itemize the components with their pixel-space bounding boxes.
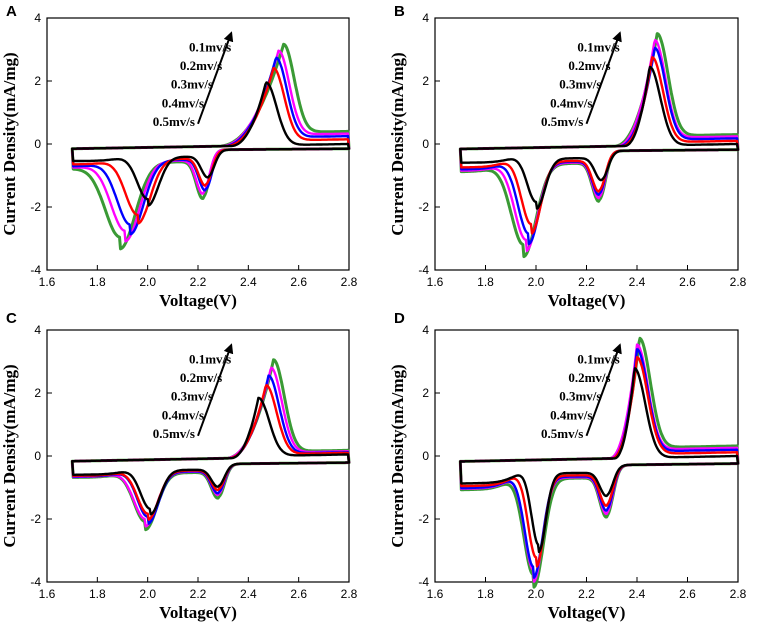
y-tick-label: -4 [30,263,41,277]
panel-D: D 1.6 1.8 2.0 2.2 2.4 2.6 2.8 -4 -2 0 2 4 Voltage(V) C… [388,310,747,622]
series-line-0.1mv-s [459,65,740,210]
legend-entry: 0.3mv/s [559,389,601,404]
x-tick-label: 1.8 [477,275,494,289]
panel-label: B [394,3,405,20]
x-tick-label: 2.0 [528,587,545,601]
y-tick-label: -4 [418,263,429,277]
y-tick-label: -2 [418,200,429,214]
x-tick-label: 2.4 [240,275,257,289]
legend-entry: 0.3mv/s [559,77,601,92]
x-tick-label: 2.8 [341,587,358,601]
legend-entry: 0.5mv/s [541,426,583,441]
legend-entry: 0.3mv/s [171,77,213,92]
legend-entry: 0.1mv/s [577,351,619,366]
x-tick-label: 1.6 [427,587,444,601]
y-axis-label: Current Density(mA/mg) [388,52,407,235]
x-tick-label: 1.6 [427,275,444,289]
legend-entry: 0.2mv/s [180,58,222,73]
y-axis-label: Current Density(mA/mg) [388,364,407,547]
legend-entry: 0.3mv/s [171,389,213,404]
x-axis-label: Voltage(V) [548,291,626,310]
x-tick-label: 2.2 [190,587,207,601]
y-tick-label: 0 [34,449,41,463]
series-line-0.1mv-s [459,367,740,554]
panel-label: A [6,3,17,20]
x-tick-label: 2.4 [629,275,646,289]
y-tick-label: 0 [422,449,429,463]
y-axis-label: Current Density(mA/mg) [0,52,19,235]
x-tick-label: 1.6 [39,275,56,289]
y-tick-label: -2 [30,512,41,526]
y-tick-label: 4 [34,323,41,337]
x-tick-label: 2.0 [139,587,156,601]
x-axis-label: Voltage(V) [159,603,237,622]
x-tick-label: 2.4 [240,587,257,601]
x-tick-label: 2.6 [290,587,307,601]
x-tick-label: 2.6 [679,275,696,289]
legend-entry: 0.4mv/s [550,407,592,422]
x-axis-label: Voltage(V) [159,291,237,310]
x-tick-label: 2.8 [341,275,358,289]
x-tick-label: 2.4 [629,587,646,601]
legend-entry: 0.5mv/s [153,114,195,129]
y-tick-label: 0 [422,137,429,151]
panel-A: A 1.6 1.8 2.0 2.2 2.4 2.6 2.8 -4 -2 0 2 4 Voltage(V) C… [0,3,358,310]
panel-label: D [394,310,405,327]
x-tick-label: 2.0 [139,275,156,289]
x-tick-label: 2.8 [730,587,747,601]
legend-entry: 0.1mv/s [189,351,231,366]
panel-C: C 1.6 1.8 2.0 2.2 2.4 2.6 2.8 -4 -2 0 2 4 Voltage(V) C… [0,310,358,622]
y-tick-label: 4 [34,11,41,25]
legend-entry: 0.4mv/s [162,407,204,422]
x-tick-label: 2.6 [679,587,696,601]
scan-rate-arrow [197,343,234,437]
series-line-0.2mv-s [71,384,351,521]
y-axis-label: Current Density(mA/mg) [0,364,19,547]
x-tick-label: 1.8 [89,587,106,601]
series-line-0.5mv-s [70,358,351,532]
series-line-0.1mv-s [71,396,351,516]
x-tick-label: 2.2 [578,587,595,601]
y-tick-label: 2 [34,74,41,88]
x-tick-label: 1.8 [477,587,494,601]
y-tick-label: 4 [422,11,429,25]
x-tick-label: 2.6 [290,275,307,289]
y-tick-label: -4 [418,575,429,589]
y-tick-label: 2 [422,74,429,88]
panel-label: C [6,310,17,327]
x-tick-label: 2.2 [578,275,595,289]
y-tick-label: 0 [34,137,41,151]
legend-entry: 0.5mv/s [541,114,583,129]
x-tick-label: 1.8 [89,275,106,289]
legend-entry: 0.4mv/s [162,95,204,110]
scan-rate-arrow [197,31,234,125]
x-tick-label: 2.8 [730,275,747,289]
y-tick-label: 2 [34,386,41,400]
scan-rate-arrow [585,343,622,437]
legend-entry: 0.2mv/s [568,370,610,385]
legend-entry: 0.2mv/s [180,370,222,385]
y-tick-label: 2 [422,386,429,400]
legend-entry: 0.5mv/s [153,426,195,441]
y-tick-label: -2 [30,200,41,214]
series-line-0.1mv-s [71,81,351,207]
y-tick-label: -4 [30,575,41,589]
y-tick-label: -2 [418,512,429,526]
x-tick-label: 2.2 [190,275,207,289]
legend-entry: 0.1mv/s [189,39,231,54]
scan-rate-arrow [585,31,622,125]
panel-B: B 1.6 1.8 2.0 2.2 2.4 2.6 2.8 -4 -2 0 2 4 Voltage(V) C… [388,3,747,310]
legend-entry: 0.2mv/s [568,58,610,73]
x-tick-label: 1.6 [39,587,56,601]
x-tick-label: 2.0 [528,275,545,289]
y-tick-label: 4 [422,323,429,337]
legend-entry: 0.4mv/s [550,95,592,110]
legend-entry: 0.1mv/s [577,39,619,54]
x-axis-label: Voltage(V) [548,603,626,622]
